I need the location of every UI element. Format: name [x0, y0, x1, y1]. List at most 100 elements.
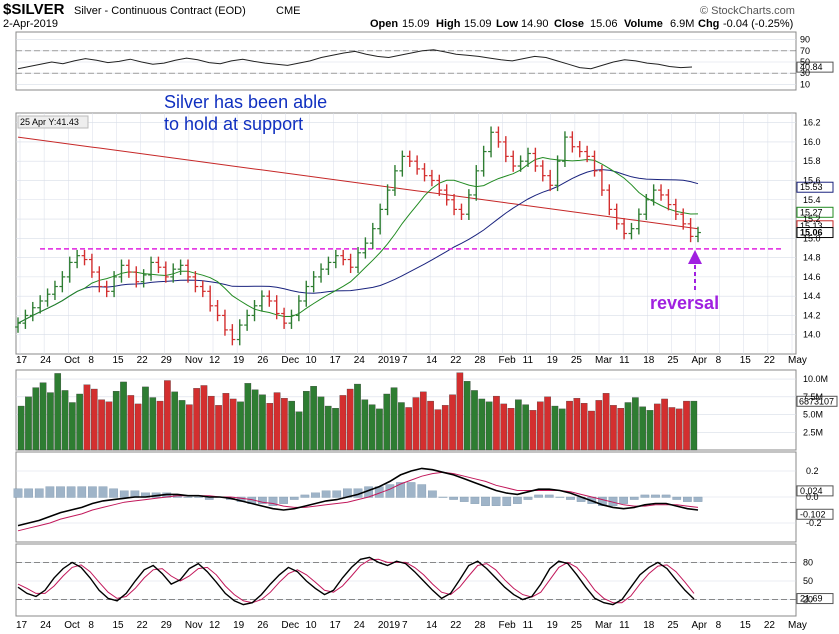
volume-value: 6.9M — [670, 18, 694, 30]
macd-histogram-bar — [661, 494, 671, 498]
volume-bar — [683, 400, 690, 451]
volume-bar — [346, 388, 354, 451]
volume-bar — [536, 401, 544, 451]
macd-histogram-bar — [183, 496, 193, 498]
macd-histogram-bar — [417, 484, 427, 498]
price-tick-label: 14.8 — [803, 253, 821, 263]
price-x-tick-label: Apr — [692, 355, 708, 366]
macd-histogram-bar — [449, 496, 458, 500]
macd-histogram-bar — [77, 486, 87, 498]
volume-bar — [32, 387, 40, 451]
rsi-panel — [15, 31, 797, 91]
volume-bar — [646, 410, 654, 451]
volume-layer: 6873107 — [17, 372, 838, 451]
price-tick-label: 16.2 — [803, 118, 821, 128]
volume-bar — [449, 394, 456, 451]
price-tick-label: 14.2 — [803, 310, 821, 320]
volume-bar — [471, 390, 478, 451]
macd-histogram-bar — [321, 490, 331, 498]
stochastic-panel — [15, 543, 797, 617]
volume-bar — [112, 390, 120, 451]
price-value-label: 15.13 — [800, 221, 823, 231]
price-value-box — [796, 206, 834, 218]
macd-tick-label: 0.0 — [806, 492, 819, 502]
volume-bar — [376, 408, 383, 451]
macd-histogram-bar — [683, 496, 692, 502]
volume-bar — [398, 402, 405, 451]
macd-histogram-bar — [651, 494, 660, 498]
volume-bar — [507, 408, 515, 451]
price-x-tick-label: Nov — [185, 355, 203, 366]
macd-histogram-bar — [385, 484, 395, 498]
macd-histogram-bar — [566, 496, 575, 500]
bottom-x-tick-label: 18 — [643, 620, 655, 631]
price-x-tick-label: 22 — [764, 355, 776, 366]
bottom-x-tick-label: 7 — [402, 620, 408, 631]
volume-bar — [244, 383, 252, 451]
volume-bar — [383, 393, 391, 451]
volume-bar — [368, 404, 376, 451]
price-x-tick-label: 15 — [740, 355, 752, 366]
volume-bar — [515, 399, 522, 451]
macd-histogram-bar — [491, 496, 501, 506]
price-value-box — [796, 181, 834, 193]
price-tick-label: 14.0 — [803, 330, 821, 340]
ma-label-box — [17, 115, 89, 129]
price-x-tick-label: 7 — [402, 355, 408, 366]
macd-histogram-bar — [13, 488, 23, 498]
volume-bar — [463, 381, 471, 451]
volume-bar — [420, 391, 427, 451]
price-x-tick-label: 11 — [619, 355, 630, 366]
macd-histogram-bar — [34, 488, 44, 498]
volume-bar — [610, 405, 617, 451]
macd-histogram-bar — [555, 496, 565, 498]
volume-bar — [54, 373, 62, 451]
macd-value-label: 0.024 — [800, 486, 823, 496]
macd-signal-line — [17, 471, 699, 532]
volume-bar — [295, 411, 303, 451]
bottom-x-tick-label: 24 — [354, 620, 366, 631]
chg-label: Chg — [698, 18, 719, 30]
macd-histogram-bar — [598, 496, 607, 506]
bottom-x-tick-label: 29 — [161, 620, 173, 631]
macd-histogram-bar — [98, 486, 108, 498]
bottom-x-tick-label: Mar — [595, 620, 613, 631]
bottom-x-tick-label: 17 — [330, 620, 342, 631]
rsi-tick-label: 70 — [800, 46, 810, 56]
price-x-tick-label: 12 — [209, 355, 221, 366]
volume-bar — [595, 400, 603, 451]
macd-histogram-bar — [672, 496, 682, 500]
volume-bar — [237, 401, 244, 451]
rsi-tick-label: 30 — [800, 68, 810, 78]
rsi-line — [17, 49, 693, 70]
ma-label: 25 Apr Y:41.43 — [20, 117, 79, 127]
macd-histogram-bar — [311, 492, 320, 498]
macd-histogram-bar — [502, 496, 512, 506]
volume-bar — [668, 407, 676, 451]
bottom-x-tick-label: Dec — [281, 620, 299, 631]
volume-bar — [588, 410, 595, 451]
volume-bar — [90, 388, 98, 451]
volume-bar — [361, 399, 369, 451]
reversal-label: reversal — [650, 293, 719, 313]
bottom-x-tick-label: 17 — [16, 620, 28, 631]
volume-tick-label: 7.5M — [803, 392, 823, 402]
macd-histogram-bar — [629, 496, 639, 500]
volume-bar — [171, 391, 179, 451]
bottom-x-tick-label: 2019 — [378, 620, 401, 631]
volume-bar — [149, 397, 157, 451]
price-x-tick-label: 17 — [16, 355, 28, 366]
price-x-tick-label: Dec — [281, 355, 299, 366]
macd-histogram-bar — [24, 488, 33, 498]
bottom-x-tick-label: 22 — [137, 620, 149, 631]
volume-bar — [76, 393, 83, 451]
stochastic-value-label: 21.69 — [800, 594, 823, 604]
stochastic-tick-label: 80 — [803, 557, 813, 567]
volume-bar — [617, 408, 625, 451]
chart-exchange: CME — [276, 5, 300, 17]
price-x-tick-label: 2019 — [378, 355, 401, 366]
chart-date: 2-Apr-2019 — [3, 18, 58, 30]
volume-bar — [390, 387, 398, 451]
volume-bar — [456, 372, 464, 451]
price-tick-label: 16.0 — [803, 137, 821, 147]
